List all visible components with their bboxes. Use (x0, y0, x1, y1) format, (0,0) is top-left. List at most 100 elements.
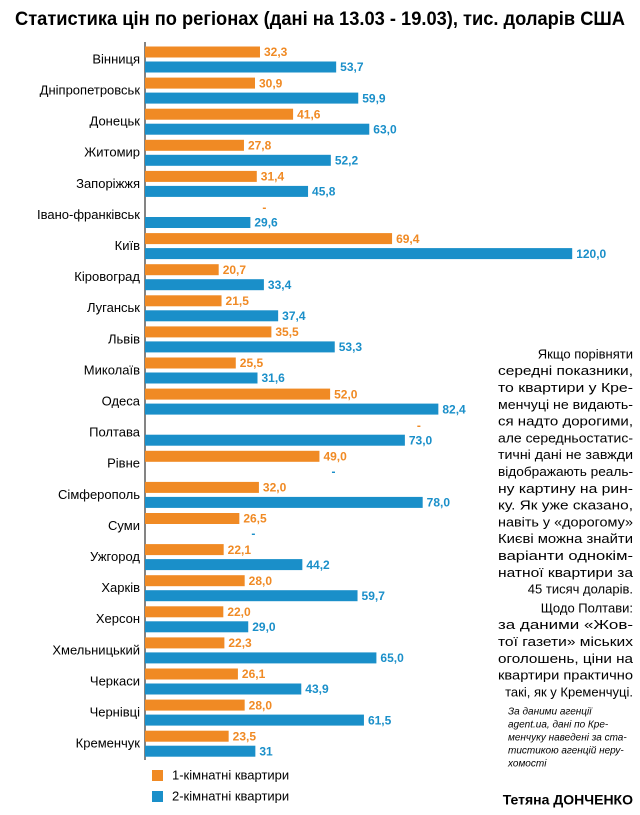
legend-label: 2-кімнатні квартири (172, 788, 289, 803)
category-label: Житомир (84, 145, 140, 160)
category-label: Херсон (96, 611, 140, 626)
bar (145, 434, 405, 446)
value-label: - (262, 201, 266, 215)
bar (145, 544, 224, 556)
value-label: - (417, 418, 421, 432)
value-label: 25,5 (240, 356, 264, 370)
bar (145, 108, 294, 120)
value-label: 20,7 (223, 263, 247, 277)
bar (145, 590, 358, 602)
note-line: за даними «Жов- (498, 617, 633, 632)
category-label: Ужгород (90, 549, 140, 564)
bar (145, 264, 219, 276)
note-line: то квартири у Кре- (498, 380, 633, 395)
category-label: Полтава (89, 425, 141, 440)
bar (145, 61, 337, 73)
category-label: Донецьк (90, 114, 141, 129)
category-label: Суми (108, 518, 140, 533)
note-line: відображають реаль- (498, 464, 633, 479)
value-label: 49,0 (323, 449, 347, 463)
bar (145, 606, 224, 618)
note-line: квартири практично (498, 668, 633, 683)
author: Тетяна ДОНЧЕНКО (503, 792, 633, 808)
value-label: 35,5 (275, 325, 299, 339)
value-label: 52,2 (335, 153, 359, 167)
value-label: 44,2 (306, 558, 330, 572)
value-label: 69,4 (396, 232, 420, 246)
note-line: Києві можна знайти (498, 531, 633, 546)
note-line: Щодо Полтави: (541, 600, 633, 615)
value-label: 28,0 (249, 574, 273, 588)
bar (145, 621, 249, 633)
value-label: 59,7 (362, 589, 386, 603)
value-label: 120,0 (576, 247, 606, 261)
value-label: 33,4 (268, 278, 292, 292)
bar (145, 637, 225, 649)
note-line: менчуці не видають- (498, 397, 633, 412)
bar (145, 730, 229, 742)
note-line: ся надто дорогими, (498, 414, 633, 429)
category-label: Луганськ (87, 300, 140, 315)
category-label: Кіровоград (74, 269, 140, 284)
bar (145, 481, 259, 493)
value-label: 63,0 (373, 122, 397, 136)
note-line: варіанти однокім- (498, 548, 633, 563)
chart-title: Статистика цін по регіонах (дані на 13.0… (15, 9, 625, 30)
legend-swatch (152, 770, 163, 781)
category-label: Харків (101, 580, 140, 595)
category-label: Львів (108, 331, 140, 346)
legend-label: 1-кімнатні квартири (172, 767, 289, 782)
bar (145, 341, 335, 353)
value-label: 26,1 (242, 667, 266, 681)
value-label: 45,8 (312, 185, 336, 199)
value-label: 31,6 (261, 371, 285, 385)
value-label: 65,0 (380, 651, 404, 665)
note-line: Якщо порівняти (538, 346, 633, 361)
bar (145, 388, 331, 400)
category-label: Вінниця (92, 51, 140, 66)
category-label: Черкаси (90, 673, 140, 688)
bar (145, 154, 331, 166)
bar (145, 77, 256, 89)
bar (145, 496, 423, 508)
value-label: - (331, 464, 335, 478)
value-label: 61,5 (368, 713, 392, 727)
bar (145, 714, 364, 726)
value-label: 53,7 (340, 60, 364, 74)
bar (145, 699, 245, 711)
value-label: 59,9 (362, 91, 386, 105)
bar (145, 295, 222, 307)
value-label: 28,0 (249, 698, 273, 712)
value-label: 73,0 (409, 433, 433, 447)
source-line: хомості (507, 759, 547, 770)
category-label: Кременчук (76, 736, 141, 751)
note-line: натної квартири за (498, 565, 634, 580)
bar (145, 185, 309, 197)
value-label: 32,0 (263, 481, 287, 495)
bar (145, 46, 260, 58)
source-line: За даними агенції (508, 707, 593, 718)
note-line: але середньостатис- (498, 430, 633, 445)
value-label: 53,3 (339, 340, 363, 354)
category-label: Хмельницький (52, 642, 140, 657)
value-label: 31,4 (261, 170, 285, 184)
bar (145, 513, 240, 524)
category-label: Дніпропетровськ (40, 83, 141, 98)
bar (145, 123, 370, 135)
bar (145, 683, 302, 695)
note-line: такі, як у Кременчуці. (505, 684, 633, 699)
bar (145, 745, 256, 757)
value-label: 82,4 (442, 402, 466, 416)
category-label: Сімферополь (58, 487, 140, 502)
value-label: 26,5 (243, 512, 267, 526)
note-line: ну картину на рин- (498, 481, 633, 496)
category-label: Миколаїв (84, 362, 140, 377)
source-line: менчуку наведені за ста- (508, 733, 627, 744)
note-line: тичні дані не завжди (498, 447, 633, 462)
category-label: Одеса (102, 394, 141, 409)
legend-swatch (152, 791, 163, 802)
note-line: навіть у «дорогому» (498, 514, 633, 529)
note-line: тої газети» міських (498, 634, 634, 649)
value-label: 21,5 (226, 294, 250, 308)
